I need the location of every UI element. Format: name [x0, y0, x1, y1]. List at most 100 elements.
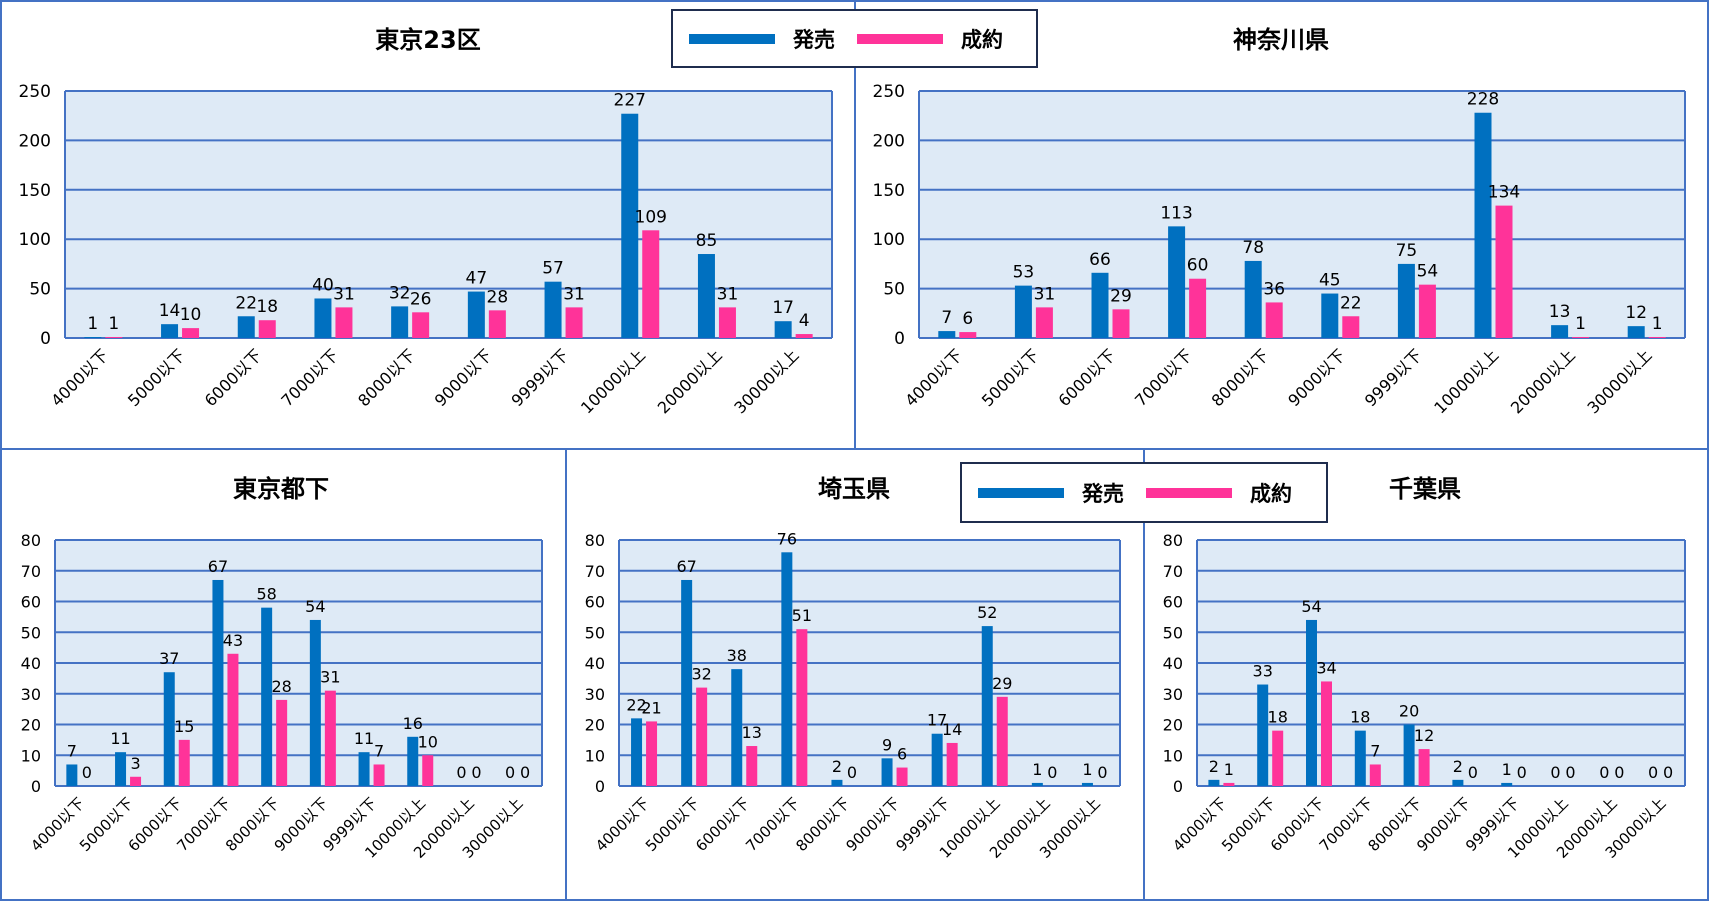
bar-sell: [938, 331, 956, 338]
data-label: 11: [110, 729, 130, 748]
y-tick-label: 0: [40, 329, 51, 349]
data-label: 10: [180, 305, 202, 325]
bar-contract: [178, 739, 190, 786]
data-label: 47: [466, 269, 488, 289]
bar-sell: [1403, 724, 1415, 786]
bar-sell: [544, 281, 562, 338]
data-label: 22: [235, 293, 257, 313]
data-label: 4: [799, 311, 810, 331]
data-label: 11: [354, 729, 374, 748]
y-tick-label: 80: [21, 531, 41, 550]
data-label: 18: [1350, 708, 1370, 727]
data-label: 14: [159, 301, 181, 321]
y-tick-label: 100: [873, 230, 905, 250]
data-label: 26: [410, 289, 432, 309]
bar-contract: [1418, 284, 1436, 338]
legend-label-sell: 発売: [1082, 481, 1124, 506]
legend-label-sell: 発売: [793, 27, 835, 52]
bar-contract: [1112, 309, 1130, 338]
data-label: 0: [1648, 763, 1658, 782]
bar-sell: [631, 718, 643, 786]
data-label: 2: [832, 757, 842, 776]
data-label: 28: [487, 287, 509, 307]
legend-label-contract: 成約: [961, 27, 1003, 52]
bar-contract: [488, 310, 506, 338]
data-label: 38: [727, 646, 747, 665]
data-label: 31: [717, 284, 739, 304]
chart-4: 埼玉県0102030405060708022214000以下67325000以下…: [565, 448, 1145, 901]
bar-sell: [391, 306, 409, 338]
y-tick-label: 50: [1163, 623, 1183, 642]
data-label: 34: [1316, 658, 1336, 677]
data-label: 1: [87, 314, 98, 334]
y-tick-label: 150: [873, 181, 905, 201]
data-label: 17: [927, 711, 947, 730]
y-tick-label: 30: [21, 685, 41, 704]
bar-sell: [407, 736, 419, 786]
y-tick-label: 30: [1163, 685, 1183, 704]
data-label: 32: [389, 283, 411, 303]
data-label: 57: [542, 259, 564, 279]
data-label: 0: [1565, 763, 1575, 782]
bar-sell: [1551, 325, 1569, 338]
y-tick-label: 10: [585, 746, 605, 765]
data-label: 0: [1468, 763, 1478, 782]
data-label: 14: [942, 720, 962, 739]
data-label: 28: [271, 677, 291, 696]
y-tick-label: 50: [883, 280, 905, 300]
bar-sell: [66, 764, 78, 786]
y-tick-label: 20: [585, 716, 605, 735]
chart-title: 埼玉県: [818, 475, 890, 503]
bar-contract: [996, 696, 1008, 786]
data-label: 0: [1517, 763, 1527, 782]
data-label: 7: [374, 741, 384, 760]
data-label: 1: [1032, 760, 1042, 779]
data-label: 60: [1187, 256, 1209, 276]
data-label: 85: [696, 231, 718, 251]
data-label: 1: [1502, 760, 1512, 779]
data-label: 75: [1396, 241, 1418, 261]
bar-contract: [258, 320, 276, 338]
bar-sell: [314, 298, 332, 338]
legend-label-contract: 成約: [1250, 481, 1292, 506]
data-label: 31: [320, 668, 340, 687]
data-label: 109: [635, 207, 667, 227]
data-label: 1: [1224, 760, 1234, 779]
data-label: 40: [312, 275, 334, 295]
bar-contract: [105, 337, 123, 338]
bar-sell: [237, 316, 255, 338]
data-label: 31: [333, 284, 355, 304]
data-label: 6: [962, 309, 973, 329]
y-tick-label: 10: [21, 746, 41, 765]
data-label: 7: [941, 308, 952, 328]
data-label: 0: [520, 763, 530, 782]
y-tick-label: 70: [21, 562, 41, 581]
legend-swatch-sell: [689, 33, 775, 44]
data-label: 0: [1614, 763, 1624, 782]
bar-contract: [130, 776, 142, 786]
bar-contract: [335, 307, 353, 338]
bar-sell: [1014, 285, 1032, 338]
bar-contract: [182, 328, 200, 338]
bar-sell: [309, 619, 321, 786]
bar-contract: [746, 746, 758, 786]
bar-sell: [1474, 112, 1492, 339]
data-label: 0: [847, 763, 857, 782]
chart-title: 千葉県: [1389, 475, 1461, 503]
y-tick-label: 40: [585, 654, 605, 673]
bar-contract: [718, 307, 736, 338]
data-label: 36: [1263, 279, 1285, 299]
bar-contract: [796, 629, 808, 786]
data-label: 66: [1089, 250, 1111, 270]
chart-title: 東京都下: [233, 475, 329, 503]
bar-sell: [358, 752, 370, 786]
data-label: 18: [256, 297, 278, 317]
y-tick-label: 60: [1163, 593, 1183, 612]
data-label: 7: [67, 741, 77, 760]
bar-sell: [1397, 263, 1415, 338]
y-tick-label: 250: [19, 82, 51, 102]
bar-sell: [1452, 779, 1464, 786]
bar-contract: [946, 742, 958, 786]
bar-sell: [115, 752, 127, 786]
